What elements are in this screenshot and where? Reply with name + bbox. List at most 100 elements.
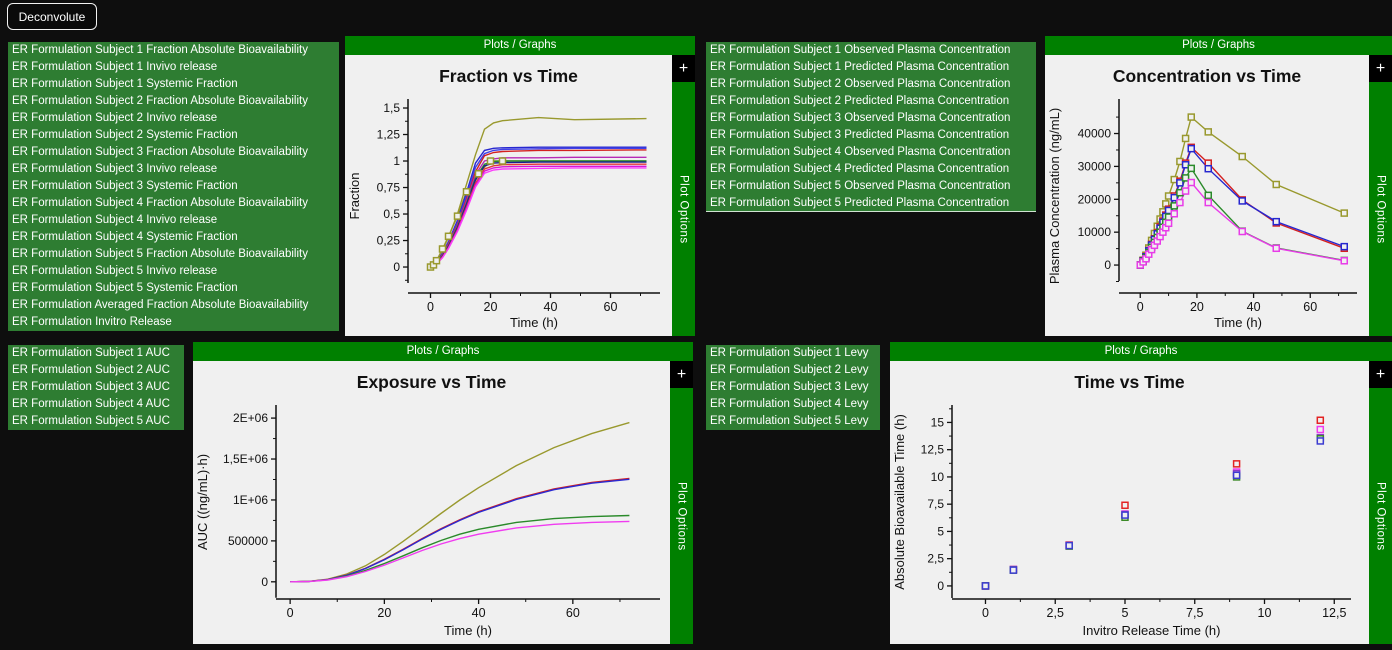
list-item[interactable]: ER Formulation Subject 3 Predicted Plasm…: [706, 127, 1036, 144]
add-plot-button[interactable]: +: [1369, 361, 1392, 388]
plot-options-tab[interactable]: Plot Options: [677, 174, 690, 244]
series-line: [290, 520, 630, 583]
add-plot-button[interactable]: +: [1369, 55, 1392, 82]
list-item[interactable]: ER Formulation Subject 2 Fraction Absolu…: [8, 93, 339, 110]
list-item[interactable]: ER Formulation Subject 4 Observed Plasma…: [706, 144, 1036, 161]
fraction_vs_time-svg: Fraction vs Time 0 0,25 0,5 0,75 1 1,25 1,5 0 20 4…: [347, 66, 660, 330]
plots-graphs-header: Plots / Graphs: [193, 342, 693, 361]
list-item[interactable]: ER Formulation Subject 1 Levy: [706, 345, 880, 362]
series-marker: [453, 212, 462, 220]
list-item[interactable]: ER Formulation Subject 3 AUC: [8, 379, 184, 396]
list-item[interactable]: ER Formulation Subject 3 Observed Plasma…: [706, 110, 1036, 127]
x-axis-label: Time (h): [444, 623, 492, 638]
list-item[interactable]: ER Formulation Subject 1 Fraction Absolu…: [8, 42, 339, 59]
x-tick-label: 20: [1190, 300, 1204, 314]
list-item[interactable]: ER Formulation Subject 4 Fraction Absolu…: [8, 195, 339, 212]
series-marker: [1164, 219, 1173, 228]
list-item[interactable]: ER Formulation Invitro Release: [8, 314, 339, 331]
series-marker: [1272, 244, 1280, 253]
y-tick-label: 10000: [1078, 225, 1112, 239]
list-item[interactable]: ER Formulation Subject 2 Predicted Plasm…: [706, 93, 1036, 110]
series-marker: [1187, 164, 1195, 173]
list-item[interactable]: ER Formulation Subject 2 Systemic Fracti…: [8, 127, 339, 144]
y-tick-label: 15: [931, 415, 945, 429]
list-item[interactable]: ER Formulation Subject 4 Invivo release: [8, 212, 339, 229]
y-tick-label: 10: [931, 470, 945, 484]
series-marker: [1065, 541, 1073, 550]
series-marker: [432, 256, 441, 265]
add-plot-button[interactable]: +: [670, 361, 693, 388]
y-axis-label: Fraction: [347, 173, 362, 220]
list-item[interactable]: ER Formulation Subject 2 Observed Plasma…: [706, 76, 1036, 93]
list-item[interactable]: ER Formulation Subject 1 AUC: [8, 345, 184, 362]
plot-options-tab[interactable]: Plot Options: [1374, 174, 1387, 244]
x-axis-label: Time (h): [1214, 315, 1262, 330]
list-item[interactable]: ER Formulation Subject 1 Invivo release: [8, 59, 339, 76]
series-marker: [1176, 198, 1184, 207]
list-item[interactable]: ER Formulation Subject 4 Predicted Plasm…: [706, 161, 1036, 178]
series-line: [290, 477, 630, 583]
fraction-vs-time-chart: Fraction vs Time 0 0,25 0,5 0,75 1 1,25 1,5 0 20 4…: [345, 55, 672, 336]
series-marker: [1204, 164, 1212, 173]
list-item[interactable]: ER Formulation Subject 3 Systemic Fracti…: [8, 178, 339, 195]
series-marker: [498, 157, 507, 165]
series-marker: [1238, 197, 1246, 205]
list-item[interactable]: ER Formulation Subject 4 AUC: [8, 396, 184, 413]
plots-graphs-header: Plots / Graphs: [890, 342, 1392, 361]
y-axis-label: AUC ((ng/mL)·h): [195, 454, 210, 550]
list-item[interactable]: ER Formulation Subject 2 Levy: [706, 362, 880, 379]
list-item[interactable]: ER Formulation Subject 5 Levy: [706, 413, 880, 430]
y-tick-label: 1E+06: [233, 493, 268, 507]
series-marker: [1316, 437, 1325, 445]
x-tick-label: 60: [604, 300, 618, 314]
list-item[interactable]: ER Formulation Subject 1 Predicted Plasm…: [706, 59, 1036, 76]
list-item[interactable]: ER Formulation Subject 5 Observed Plasma…: [706, 178, 1036, 195]
list-item[interactable]: ER Formulation Subject 3 Fraction Absolu…: [8, 144, 339, 161]
plot-options-tab[interactable]: Plot Options: [675, 481, 688, 551]
y-tick-label: 7,5: [927, 497, 944, 511]
add-plot-button[interactable]: +: [672, 55, 695, 82]
y-tick-label: 1,5: [383, 101, 400, 115]
y-tick-label: 5: [937, 524, 944, 538]
series-line: [290, 514, 630, 583]
x-tick-label: 40: [472, 606, 486, 620]
plot-options-tab[interactable]: Plot Options: [1374, 481, 1387, 551]
series-marker: [486, 157, 495, 165]
x-tick-label: 20: [377, 606, 391, 620]
x-tick-label: 12,5: [1322, 606, 1346, 620]
series-marker: [1187, 113, 1195, 121]
x-tick-label: 0: [982, 606, 989, 620]
list-item[interactable]: ER Formulation Subject 1 Systemic Fracti…: [8, 76, 339, 93]
y-tick-label: 2,5: [927, 552, 944, 566]
series-marker: [1170, 193, 1178, 202]
x-tick-label: 60: [566, 606, 580, 620]
list-item[interactable]: ER Formulation Subject 5 AUC: [8, 413, 184, 430]
y-tick-label: 500000: [228, 534, 268, 548]
list-item[interactable]: ER Formulation Subject 1 Observed Plasma…: [706, 42, 1036, 59]
series-marker: [1121, 511, 1129, 519]
list-item[interactable]: ER Formulation Subject 3 Levy: [706, 379, 880, 396]
list-item[interactable]: ER Formulation Subject 4 Levy: [706, 396, 880, 413]
list-item[interactable]: ER Formulation Subject 2 Invivo release: [8, 110, 339, 127]
list-item[interactable]: ER Formulation Subject 5 Invivo release: [8, 263, 339, 280]
concentration-plot-card: Plots / Graphs Concentration vs Time 0 100…: [1045, 36, 1392, 336]
plot-options-strip: + Plot Options: [670, 361, 693, 644]
list-item[interactable]: ER Formulation Subject 5 Systemic Fracti…: [8, 280, 339, 297]
list-item[interactable]: ER Formulation Subject 3 Invivo release: [8, 161, 339, 178]
list-item[interactable]: ER Formulation Subject 2 AUC: [8, 362, 184, 379]
x-tick-label: 60: [1303, 300, 1317, 314]
x-tick-label: 0: [1137, 300, 1144, 314]
y-tick-label: 0: [261, 575, 268, 589]
list-item[interactable]: ER Formulation Subject 5 Predicted Plasm…: [706, 195, 1036, 212]
chart-title: Time vs Time: [1074, 372, 1185, 392]
list-item[interactable]: ER Formulation Subject 4 Systemic Fracti…: [8, 229, 339, 246]
y-tick-label: 0: [393, 260, 400, 274]
series-line: [290, 478, 630, 583]
series-marker: [1187, 178, 1195, 187]
list-item[interactable]: ER Formulation Subject 5 Fraction Absolu…: [8, 246, 339, 263]
deconvolute-button[interactable]: Deconvolute: [7, 3, 97, 30]
series-marker: [1238, 152, 1246, 161]
list-item[interactable]: ER Formulation Averaged Fraction Absolut…: [8, 297, 339, 314]
exposure_vs_time-svg: Exposure vs Time 0 500000 1E+06 1,5E+06 2E+06…: [195, 372, 660, 638]
y-tick-label: 1,25: [377, 128, 401, 142]
